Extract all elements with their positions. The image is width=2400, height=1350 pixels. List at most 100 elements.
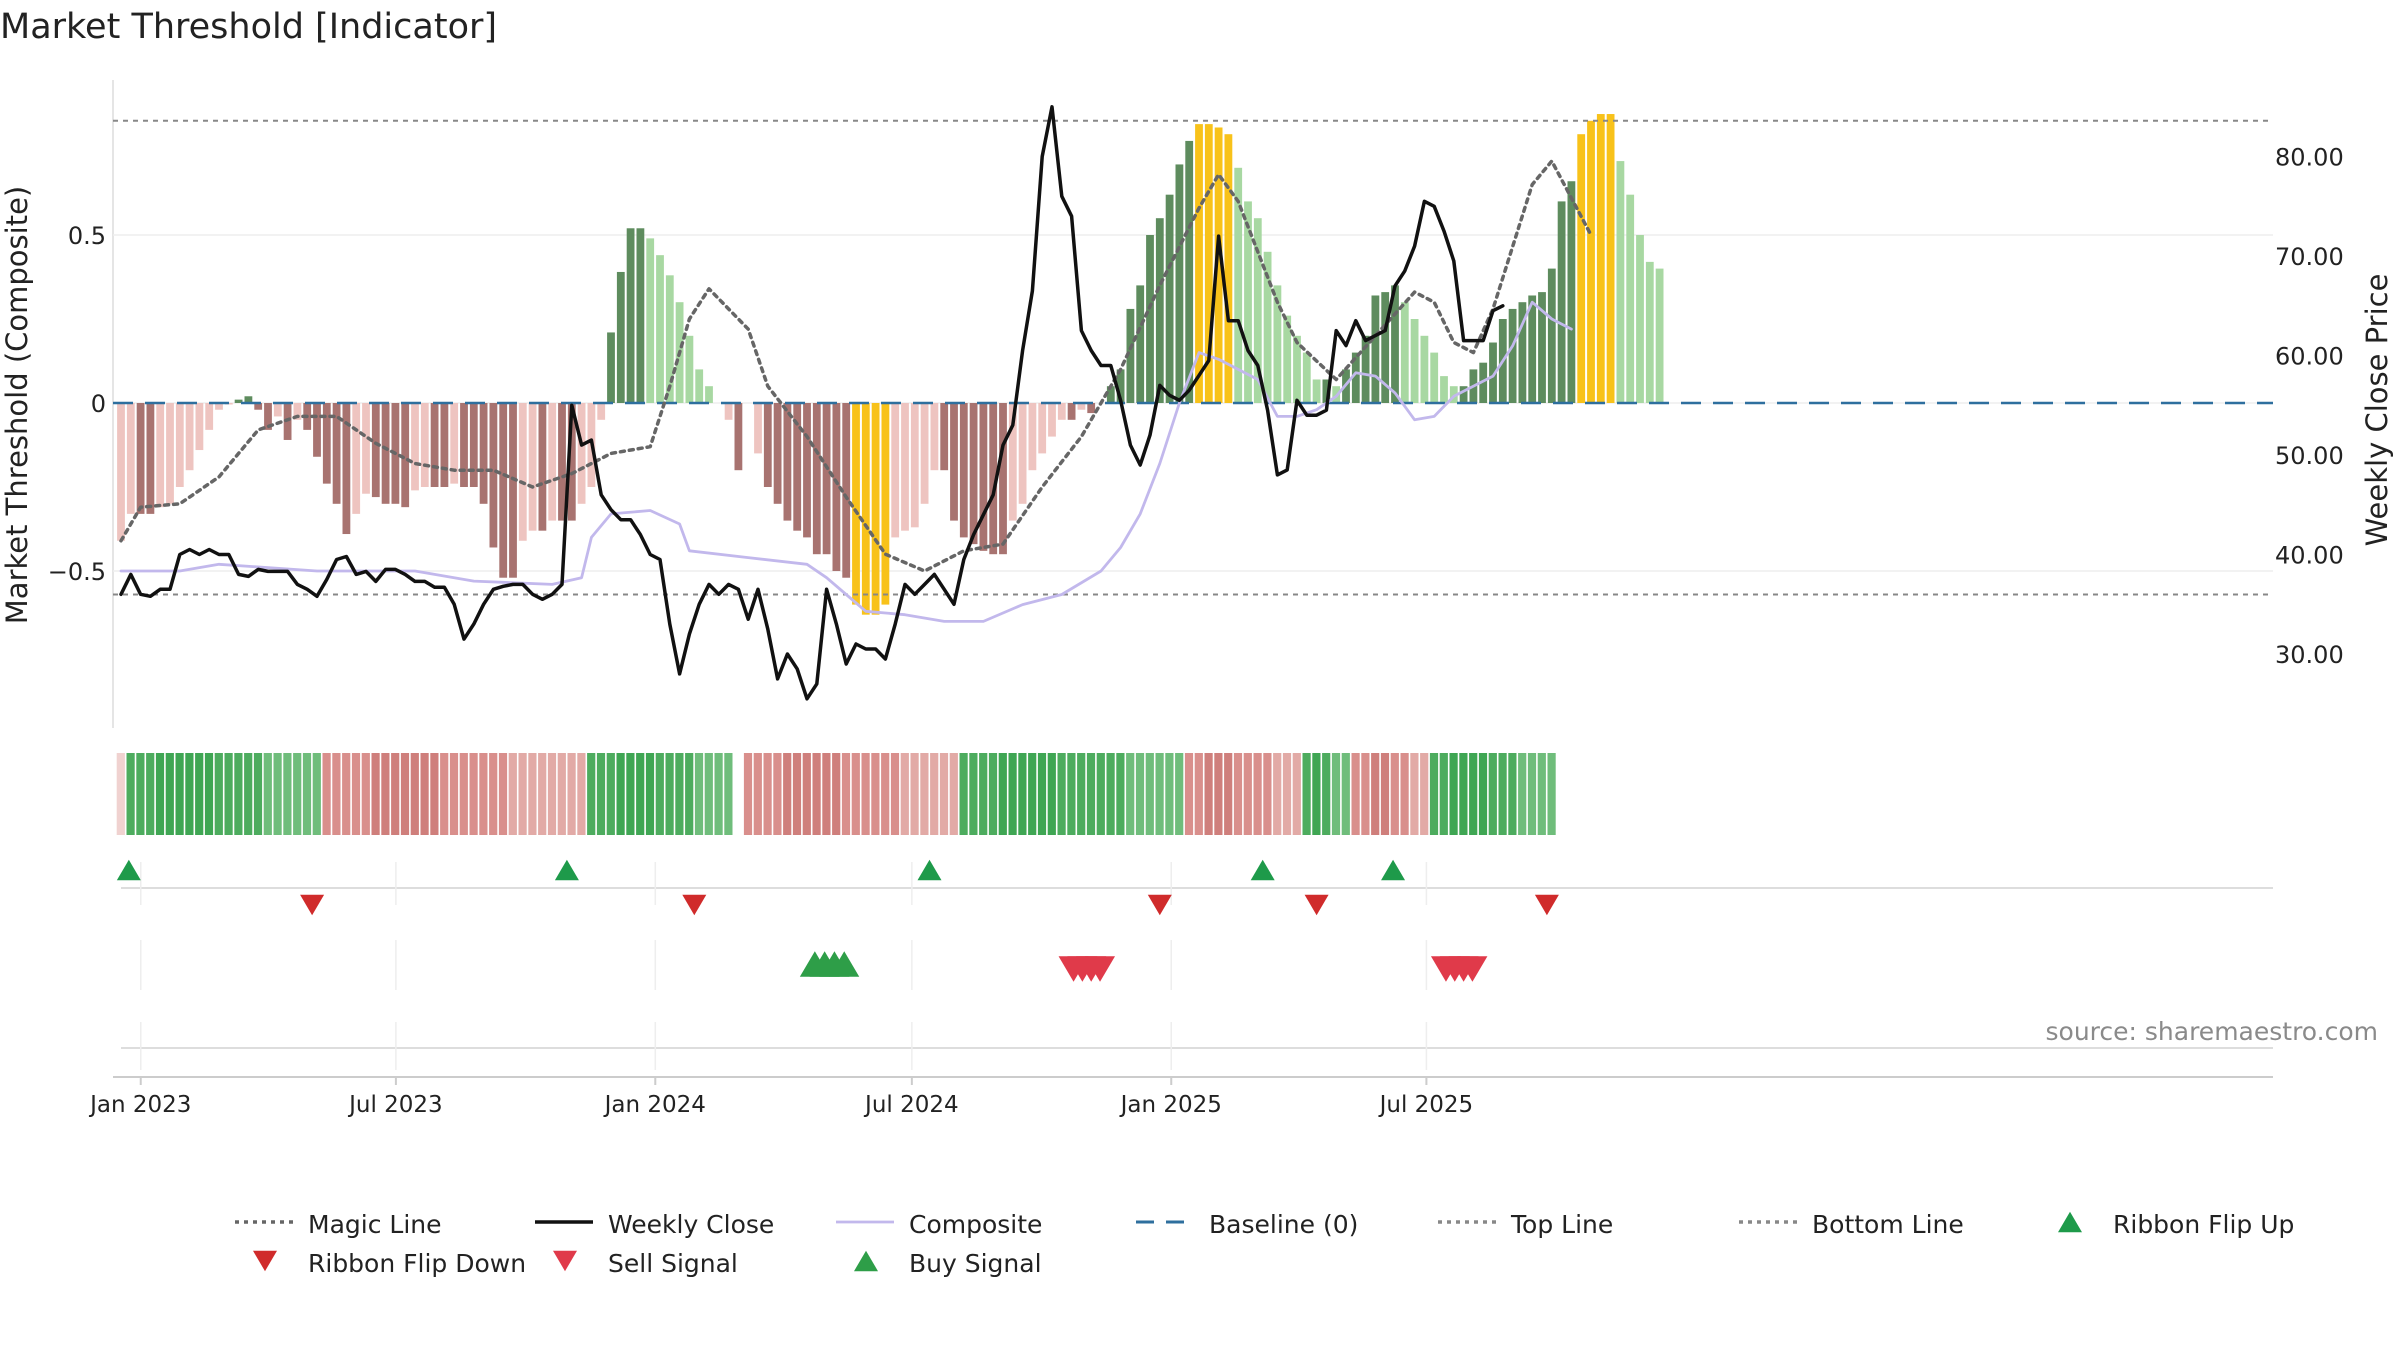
ribbon-cell <box>489 753 498 835</box>
composite-bar <box>763 403 772 487</box>
composite-bar <box>695 369 704 403</box>
right-axis-label: Weekly Close Price <box>2360 274 2394 547</box>
ribbon-cell <box>1175 753 1184 835</box>
magic-line <box>119 159 1593 573</box>
legend: Magic Line Weekly Close Composite Baseline … <box>235 1210 2294 1278</box>
ribbon-cell <box>1096 753 1105 835</box>
composite-bar <box>783 403 792 521</box>
ribbon-cell <box>1322 753 1331 835</box>
ribbon-cell <box>479 753 488 835</box>
composite-bar <box>460 403 468 487</box>
ribbon-cell <box>1371 753 1380 835</box>
composite-bar <box>166 403 174 504</box>
composite-bar <box>558 403 566 521</box>
ribbon-cell <box>518 753 527 835</box>
composite-bar <box>185 403 194 471</box>
ribbon-cell <box>332 753 341 835</box>
ribbon-cell <box>449 753 459 835</box>
composite-bar <box>950 403 958 521</box>
right-tick-label: 60.00 <box>2275 343 2344 371</box>
ribbon-cell <box>244 753 253 835</box>
composite-bar <box>852 403 860 605</box>
ribbon-cell <box>410 753 419 835</box>
ribbon-cell <box>1214 753 1223 835</box>
composite-bar <box>1655 268 1664 403</box>
ribbon-cell <box>1047 753 1056 835</box>
ribbon-cell <box>1380 753 1390 835</box>
ribbon-cell <box>1498 753 1507 835</box>
ribbon-cell <box>351 753 361 835</box>
composite-bar <box>1155 218 1164 403</box>
ribbon-cell <box>1302 753 1311 835</box>
composite-bar <box>518 403 527 541</box>
composite-bar <box>195 403 204 451</box>
composite-bar <box>1351 352 1360 403</box>
composite-bar <box>724 403 733 420</box>
ribbon-cell <box>469 753 478 835</box>
composite-bar <box>1204 124 1213 404</box>
ribbon-cell <box>195 753 204 835</box>
composite-bar <box>1479 362 1488 403</box>
ribbon-cell <box>1429 753 1439 835</box>
x-axis: Jan 2023 Jul 2023 Jan 2024 Jul 2024 Jan 2025… <box>88 1076 2273 1118</box>
x-tick-label: Jan 2023 <box>88 1092 191 1118</box>
reference-lines <box>113 119 2273 596</box>
composite-bar <box>999 403 1007 555</box>
right-tick-label: 30.00 <box>2275 641 2344 669</box>
ribbon-cell <box>342 753 351 835</box>
ribbon-cell <box>498 753 508 835</box>
ribbon-cell <box>724 753 733 835</box>
ribbon-cell <box>1165 753 1174 835</box>
legend-label: Buy Signal <box>909 1249 1042 1278</box>
composite-bar <box>254 403 263 410</box>
ribbon-cell <box>1194 753 1203 835</box>
composite-bar <box>1430 352 1439 403</box>
composite-bar <box>1528 295 1537 403</box>
main-panel: 0.50−0.5 80.0070.0060.0050.0040.0030.00 … <box>0 80 2394 728</box>
ribbon-cell <box>293 753 302 835</box>
composite-bar <box>1126 308 1135 403</box>
legend-swatch <box>253 1250 277 1272</box>
ribbon-cell <box>400 753 410 835</box>
composite-bar <box>1400 302 1409 403</box>
left-y-ticks: 0.5 0 −0.5 <box>48 222 106 586</box>
legend-label: Weekly Close <box>608 1210 774 1239</box>
composite-bar <box>979 403 988 551</box>
ribbon-cell <box>606 753 615 835</box>
ribbon-cell <box>1420 753 1429 835</box>
ribbon-cell <box>1273 753 1282 835</box>
ribbon-cell <box>155 753 165 835</box>
composite-bar <box>881 403 890 605</box>
composite-bar <box>1077 403 1086 410</box>
ribbon-cell <box>1488 753 1497 835</box>
composite-bar <box>1596 114 1605 403</box>
composite-bar <box>371 403 380 498</box>
composite-bar <box>117 403 125 541</box>
ribbon-cell <box>645 753 655 835</box>
ribbon-cell <box>812 753 821 835</box>
composite-bar <box>401 403 410 508</box>
composite-bar <box>479 403 488 504</box>
ribbon-cell <box>175 753 184 835</box>
legend-item: Bottom Line <box>1739 1210 1964 1239</box>
ribbon-cell <box>822 753 831 835</box>
legend-item: Top Line <box>1438 1210 1613 1239</box>
ribbon-cell <box>694 753 704 835</box>
ribbon-cell <box>1204 753 1213 835</box>
ribbon-cell <box>302 753 312 835</box>
left-tick-label: 0.5 <box>68 222 106 250</box>
composite-bar <box>861 403 870 615</box>
ribbon-cell <box>655 753 664 835</box>
ribbon-cell <box>979 753 988 835</box>
composite-bar <box>1518 302 1527 403</box>
legend-item: Sell Signal <box>553 1249 738 1278</box>
ribbon-cell <box>1527 753 1537 835</box>
ribbon-cell <box>1116 753 1125 835</box>
ribbon-cell <box>459 753 468 835</box>
x-tick-label: Jan 2025 <box>1119 1092 1222 1118</box>
composite-bar <box>1234 167 1243 403</box>
composite-bar <box>1322 379 1331 403</box>
left-tick-label: 0 <box>91 390 106 418</box>
ribbon-cell <box>851 753 860 835</box>
composite-bar <box>146 403 155 514</box>
